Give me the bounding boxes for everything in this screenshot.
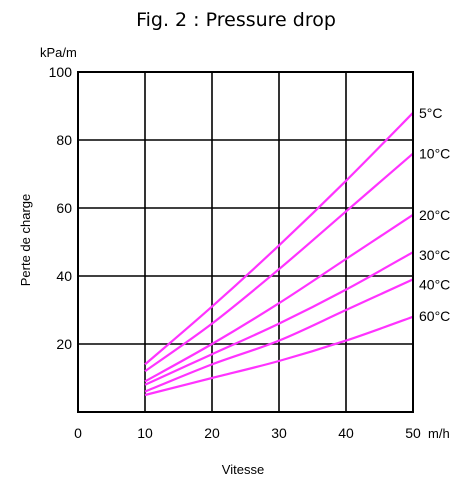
x-tick-label-4: 40 xyxy=(338,425,354,441)
x-tick-label-2: 20 xyxy=(204,425,220,441)
series-label-3: 30°C xyxy=(419,247,450,263)
series-label-0: 5°C xyxy=(419,105,443,121)
tick-labels: 0 10 20 30 40 50 20 40 60 80 100 xyxy=(49,64,421,441)
grid xyxy=(78,72,413,412)
series-line-2 xyxy=(144,213,414,383)
x-tick-label-1: 10 xyxy=(137,425,153,441)
series-label-5: 60°C xyxy=(419,308,450,324)
x-unit-label: m/h xyxy=(428,426,450,441)
y-tick-label-2: 60 xyxy=(56,200,72,216)
series-labels: 5°C 10°C 20°C 30°C 40°C 60°C xyxy=(419,105,450,324)
y-tick-label-4: 100 xyxy=(49,64,73,80)
y-axis-title: Perte de charge xyxy=(18,194,33,287)
plot-frame xyxy=(77,71,414,413)
x-tick-label-0: 0 xyxy=(74,425,82,441)
y-tick-label-3: 80 xyxy=(56,132,72,148)
y-tick-label-1: 40 xyxy=(56,268,72,284)
y-tick-label-0: 20 xyxy=(56,336,72,352)
series-line-5 xyxy=(144,315,414,397)
series-line-0 xyxy=(144,112,414,366)
series-lines xyxy=(144,112,414,397)
x-tick-label-3: 30 xyxy=(271,425,287,441)
series-line-4 xyxy=(144,278,414,393)
series-label-1: 10°C xyxy=(419,146,450,162)
series-label-4: 40°C xyxy=(419,276,450,292)
x-tick-label-5: 50 xyxy=(405,425,421,441)
y-unit-label: kPa/m xyxy=(40,45,77,60)
series-label-2: 20°C xyxy=(419,207,450,223)
chart-title: Fig. 2 : Pressure drop xyxy=(136,9,336,31)
x-axis-title: Vitesse xyxy=(222,462,264,477)
series-line-1 xyxy=(144,152,414,373)
series-line-3 xyxy=(144,251,414,386)
